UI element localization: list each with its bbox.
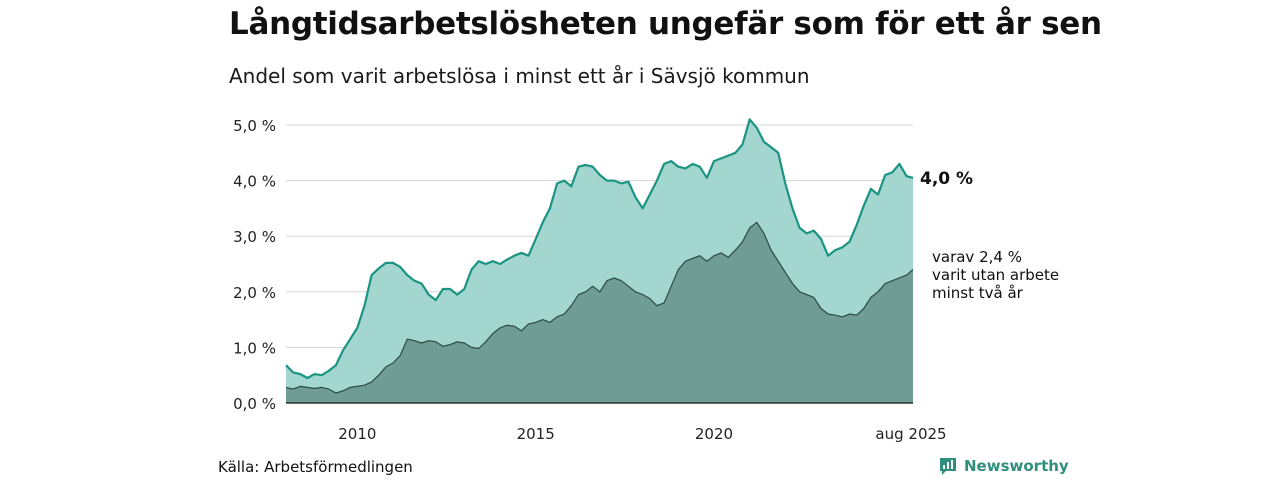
x-tick-label: aug 2025 [875,425,946,443]
x-tick-label: 2015 [517,425,555,443]
source-note: Källa: Arbetsförmedlingen [218,458,413,476]
brand[interactable]: Newsworthy [938,456,1069,476]
chart-title: Långtidsarbetslösheten ungefär som för e… [229,6,1102,42]
x-tick-label: 2010 [338,425,376,443]
series-2-end-label-line: minst två år [932,284,1024,302]
y-tick-label: 2,0 % [233,284,276,302]
x-tick-label: 2020 [695,425,733,443]
series-1-line [285,118,914,380]
y-tick-label: 4,0 % [233,173,276,191]
series-2-area [286,222,913,403]
y-tick-label: 3,0 % [233,228,276,246]
y-tick-label: 0,0 % [233,395,276,413]
areas [285,118,914,404]
newsworthy-logo-icon [940,458,956,475]
y-tick-label: 5,0 % [233,117,276,135]
brand-name: Newsworthy [964,457,1069,475]
chart-subtitle: Andel som varit arbetslösa i minst ett å… [229,64,810,88]
series-2-end-label-line: varit utan arbete [932,266,1059,284]
axes: 0,0 % 1,0 % 2,0 % 3,0 % 4,0 % 5,0 % 2010 2015 20… [233,117,946,443]
series-2-end-label-line: varav 2,4 % [932,248,1022,266]
series-2-line [285,221,914,394]
y-tick-label: 1,0 % [233,339,276,357]
series-1-end-label: 4,0 % [920,169,973,189]
